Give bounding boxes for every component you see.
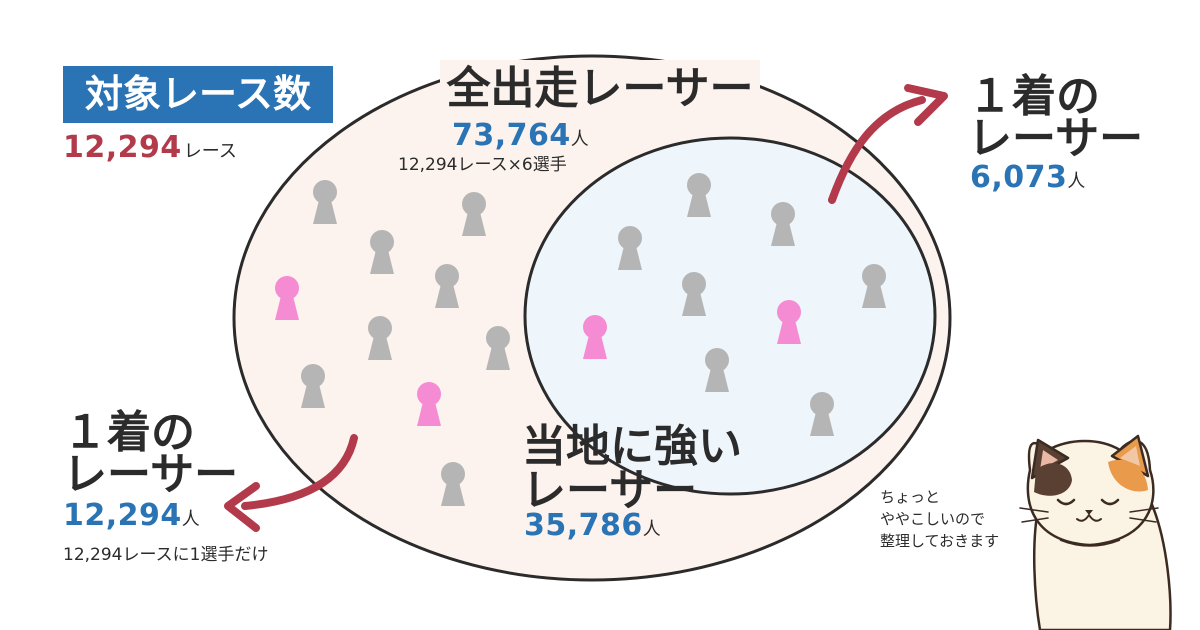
local-strong-count-block: 35,786人: [524, 508, 661, 543]
all-racers-count-block: 73,764人: [452, 118, 589, 153]
local-strong-count: 35,786: [524, 508, 643, 543]
cat-speech-line1: ちょっと: [880, 488, 941, 506]
person-icon-gray: [618, 226, 642, 270]
local-strong-unit: 人: [642, 519, 661, 540]
local-strong-label-line1: 当地に強い: [522, 421, 742, 472]
person-icon-pink: [583, 315, 607, 359]
target-races-unit: レース: [183, 141, 237, 162]
first-all-count: 12,294: [63, 498, 182, 533]
arrow-first-place-all: [224, 434, 358, 532]
cat-speech-line2: ややこしいので: [880, 510, 986, 528]
person-icon-gray: [682, 272, 706, 316]
person-icons: [275, 173, 886, 506]
local-strong-label-line2: レーサー: [522, 465, 698, 516]
person-icon-gray: [771, 202, 795, 246]
first-local-count-block: 6,073人: [970, 160, 1085, 195]
all-racers-label-bg: 全出走レーサー: [440, 60, 760, 118]
person-icon-gray: [462, 192, 486, 236]
first-all-note: 12,294レースに1選手だけ: [63, 545, 269, 565]
person-icon-gray: [705, 348, 729, 392]
person-icon-gray: [810, 392, 834, 436]
arrow-first-place-local: [828, 84, 948, 204]
person-icon-gray: [301, 364, 325, 408]
person-icon-gray: [862, 264, 886, 308]
first-local-unit: 人: [1067, 171, 1086, 192]
target-races-title: 対象レース数: [63, 66, 333, 123]
person-icon-gray: [313, 180, 337, 224]
first-local-label-line1: １着の: [968, 71, 1100, 122]
first-local-count: 6,073: [970, 160, 1068, 195]
person-icon-gray: [441, 462, 465, 506]
person-icon-pink: [417, 382, 441, 426]
all-racers-note: 12,294レース×6選手: [398, 155, 567, 175]
all-racers-label: 全出走レーサー: [446, 63, 754, 114]
person-icon-pink: [275, 276, 299, 320]
cat-illustration: [1019, 434, 1172, 630]
person-icon-gray: [370, 230, 394, 274]
first-all-count-block: 12,294人: [63, 498, 200, 533]
first-all-label-line2: レーサー: [63, 449, 239, 500]
first-all-unit: 人: [181, 509, 200, 530]
cat-speech-line3: 整理しておきます: [880, 532, 1000, 550]
person-icon-gray: [435, 264, 459, 308]
person-icon-gray: [368, 316, 392, 360]
target-races-count: 12,294: [63, 130, 182, 165]
person-icon-gray: [486, 326, 510, 370]
first-local-label-line2: レーサー: [968, 113, 1144, 164]
first-all-label-line1: １着の: [63, 407, 195, 458]
target-races-count-block: 12,294 レース: [63, 130, 237, 165]
person-icon-pink: [777, 300, 801, 344]
all-racers-count: 73,764: [452, 118, 571, 153]
person-icon-gray: [687, 173, 711, 217]
all-racers-unit: 人: [570, 129, 589, 150]
